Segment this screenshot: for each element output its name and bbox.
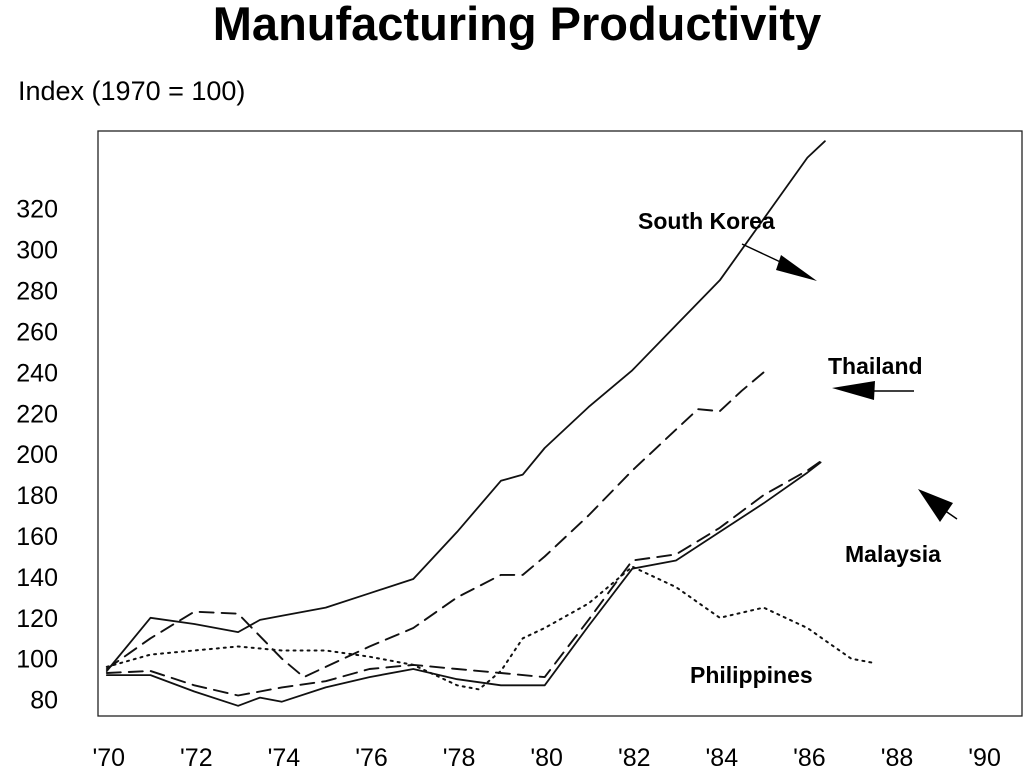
south-korea-arrow-icon xyxy=(776,255,817,281)
y-tick-label: 140 xyxy=(16,564,58,592)
y-tick-label: 320 xyxy=(16,196,58,224)
plot-frame xyxy=(97,130,1023,717)
x-tick-label: '86 xyxy=(793,744,826,768)
y-tick-label: 260 xyxy=(16,318,58,346)
y-tick-label: 180 xyxy=(16,482,58,510)
series-layer xyxy=(105,140,875,707)
x-tick-label: '72 xyxy=(180,744,213,768)
y-tick-label: 200 xyxy=(16,441,58,469)
y-tick-label: 220 xyxy=(16,400,58,428)
y-tick-label: 160 xyxy=(16,523,58,551)
annotation-layer: South Korea Thailand Malaysia Philippine… xyxy=(638,208,958,688)
x-tick-label: '84 xyxy=(706,744,739,768)
chart-title: Manufacturing Productivity xyxy=(213,0,821,50)
x-tick-labels: '70 '72 '74 '76 '78 '80 '82 '84 '86 '88 '90 xyxy=(92,744,1000,768)
series-line-1 xyxy=(105,371,765,679)
thailand-arrow-icon xyxy=(832,381,875,400)
x-tick-label: '74 xyxy=(268,744,301,768)
series-line-2 xyxy=(105,457,826,697)
x-tick-label: '88 xyxy=(881,744,914,768)
annotation-philippines: Philippines xyxy=(690,662,813,688)
y-tick-label: 300 xyxy=(16,237,58,265)
x-tick-label: '90 xyxy=(968,744,1001,768)
y-tick-label: 100 xyxy=(16,646,58,674)
y-tick-label: 120 xyxy=(16,605,58,633)
y-tick-label: 240 xyxy=(16,359,58,387)
x-tick-label: '82 xyxy=(618,744,651,768)
y-tick-labels: 80 100 120 140 160 180 200 220 240 260 280 300 320 xyxy=(16,196,58,715)
y-tick-label: 280 xyxy=(16,278,58,306)
annotation-south-korea: South Korea xyxy=(638,208,775,234)
x-tick-label: '78 xyxy=(443,744,476,768)
x-tick-label: '80 xyxy=(530,744,563,768)
series-line-0 xyxy=(105,140,826,672)
x-tick-label: '70 xyxy=(92,744,125,768)
series-line-3 xyxy=(105,461,822,707)
annotation-thailand: Thailand xyxy=(828,353,923,379)
y-axis-label: Index (1970 = 100) xyxy=(18,76,245,106)
series-line-4 xyxy=(105,565,875,691)
x-tick-label: '76 xyxy=(355,744,388,768)
malaysia-arrow-icon xyxy=(918,489,953,522)
y-tick-label: 80 xyxy=(30,687,58,715)
annotation-malaysia: Malaysia xyxy=(845,541,941,567)
